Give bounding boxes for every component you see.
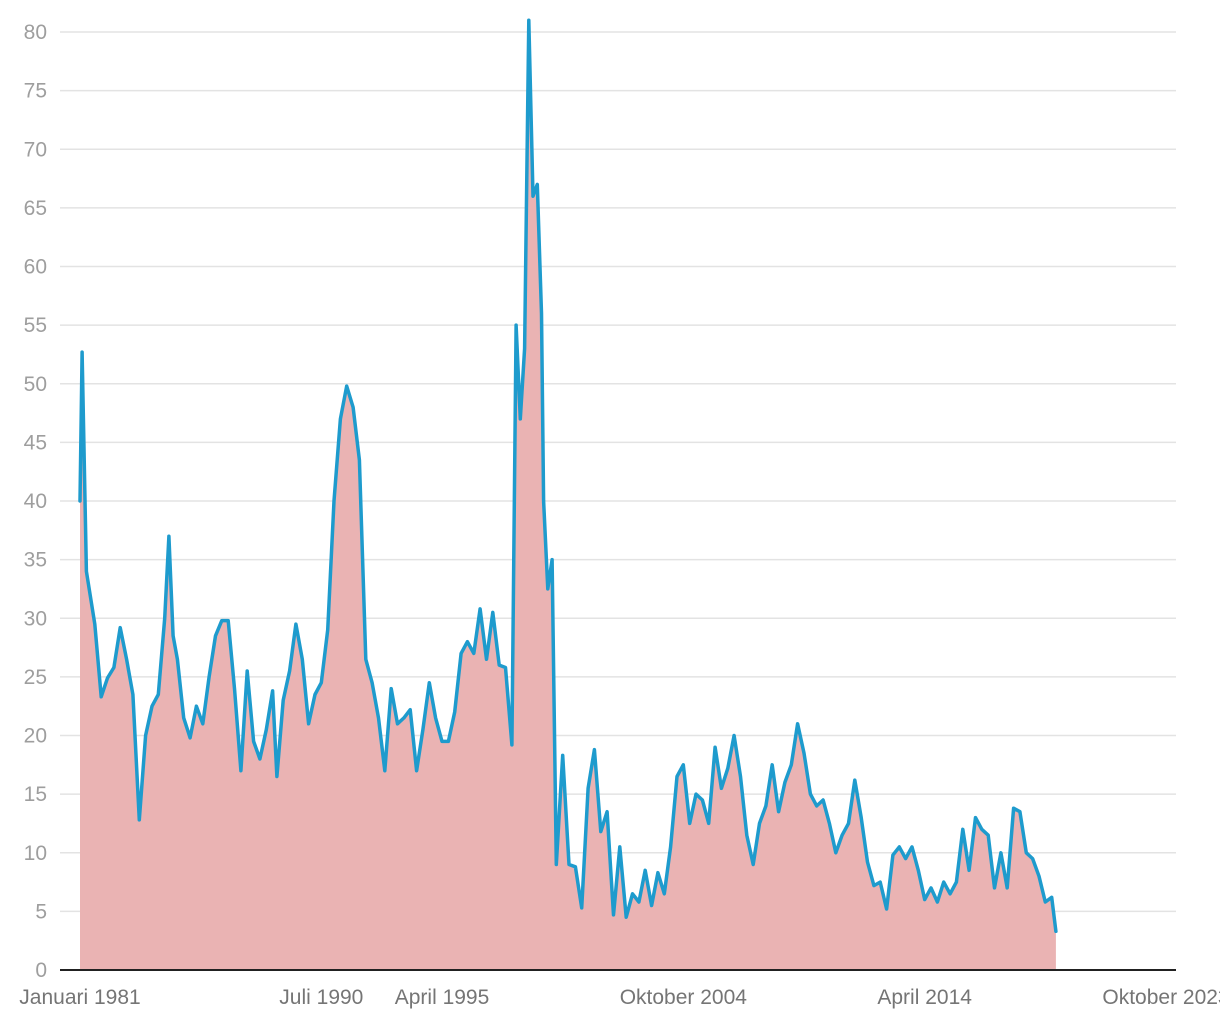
y-tick-label: 65 — [24, 197, 47, 220]
y-tick-label: 60 — [24, 256, 47, 279]
y-tick-label: 50 — [24, 373, 47, 396]
y-tick-label: 40 — [24, 490, 47, 513]
series-line — [78, 18, 1058, 934]
x-tick-label: Oktober 2004 — [620, 986, 748, 1009]
x-axis-ticks: Januari 1981 Juli 1990 April 1995 Oktober 2… — [19, 986, 1220, 1009]
y-tick-label: 0 — [35, 959, 47, 982]
y-tick-label: 25 — [24, 666, 47, 689]
y-tick-label: 45 — [24, 431, 47, 454]
y-tick-label: 80 — [24, 21, 47, 44]
gridlines — [60, 31, 1176, 913]
x-tick-label: April 2014 — [877, 986, 972, 1009]
series-area-fill — [80, 20, 1056, 971]
y-tick-label: 55 — [24, 314, 47, 337]
y-tick-label: 10 — [24, 842, 47, 865]
x-tick-label: Juli 1990 — [279, 986, 363, 1009]
y-tick-label: 5 — [35, 900, 47, 923]
y-tick-label: 70 — [24, 138, 47, 161]
x-tick-label: Januari 1981 — [19, 986, 140, 1009]
y-tick-label: 15 — [24, 783, 47, 806]
x-tick-label: Oktober 2023 — [1102, 986, 1220, 1009]
y-tick-label: 20 — [24, 725, 47, 748]
y-axis-ticks: 0 5 10 15 20 25 30 35 40 45 50 55 60 65 70 75 80 — [24, 21, 47, 982]
y-tick-label: 30 — [24, 607, 47, 630]
x-tick-label: April 1995 — [395, 986, 490, 1009]
y-tick-label: 35 — [24, 549, 47, 572]
y-tick-label: 75 — [24, 80, 47, 103]
